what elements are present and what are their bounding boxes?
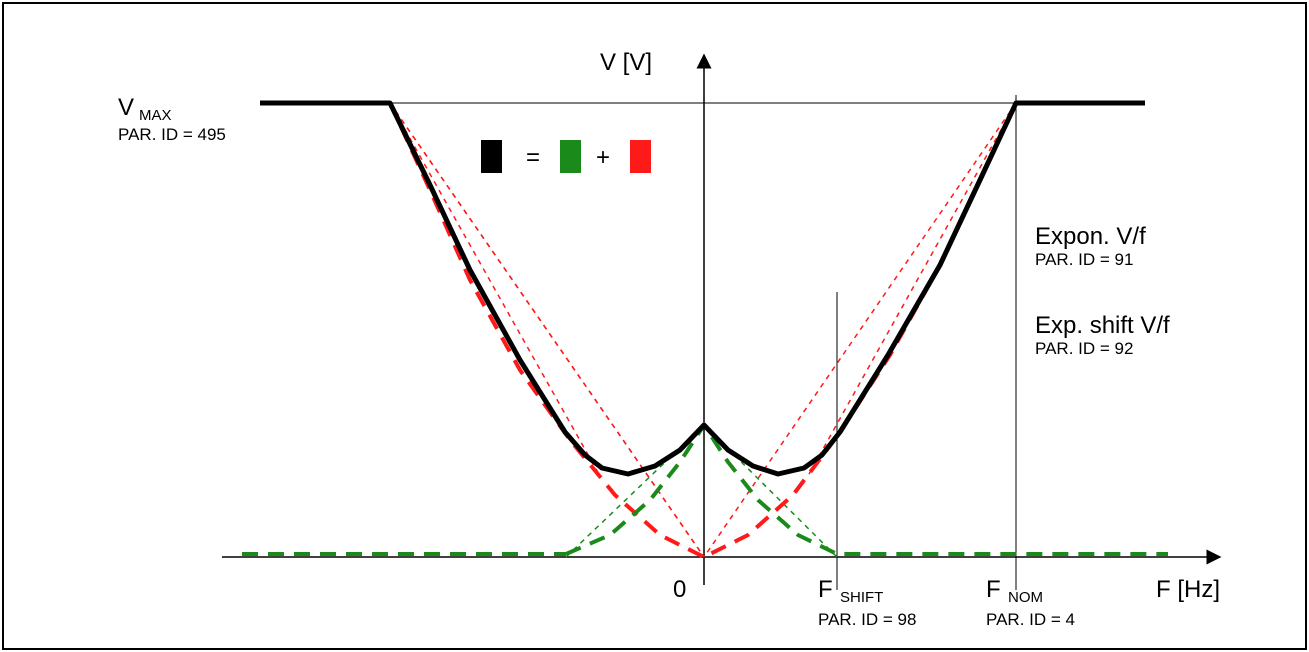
exp-shift-vf-par-id: PAR. ID = 92 — [1035, 339, 1133, 358]
fshift-label: F — [818, 576, 833, 603]
fnom-par-id: PAR. ID = 4 — [986, 610, 1075, 629]
legend-black-swatch — [481, 140, 502, 173]
expon-vf-label: Expon. V/f — [1035, 223, 1146, 250]
vmax-subscript: MAX — [139, 107, 172, 124]
red-linear-lines — [389, 102, 1017, 558]
vmax-par-id: PAR. ID = 495 — [118, 125, 226, 144]
vmax-label: V — [118, 94, 134, 121]
green-linear-lines — [565, 424, 838, 558]
red-linear-lines-outer — [389, 102, 1017, 477]
origin-label: 0 — [673, 576, 686, 603]
green-shift-curve — [242, 421, 1168, 556]
fnom-label: F — [986, 576, 1001, 603]
legend: = + — [481, 140, 651, 173]
f-axis-label: F [Hz] — [1156, 576, 1220, 603]
resulting-vf-curve — [260, 100, 1145, 477]
legend-green-swatch — [560, 140, 581, 173]
fshift-par-id: PAR. ID = 98 — [818, 610, 916, 629]
exp-shift-vf-label: Exp. shift V/f — [1035, 312, 1170, 339]
legend-equals: = — [526, 144, 540, 171]
v-axis-label: V [V] — [600, 49, 652, 76]
legend-red-swatch — [630, 140, 651, 173]
expon-vf-par-id: PAR. ID = 91 — [1035, 250, 1133, 269]
fnom-subscript: NOM — [1008, 589, 1043, 606]
fshift-subscript: SHIFT — [840, 589, 883, 606]
legend-plus: + — [596, 144, 610, 171]
